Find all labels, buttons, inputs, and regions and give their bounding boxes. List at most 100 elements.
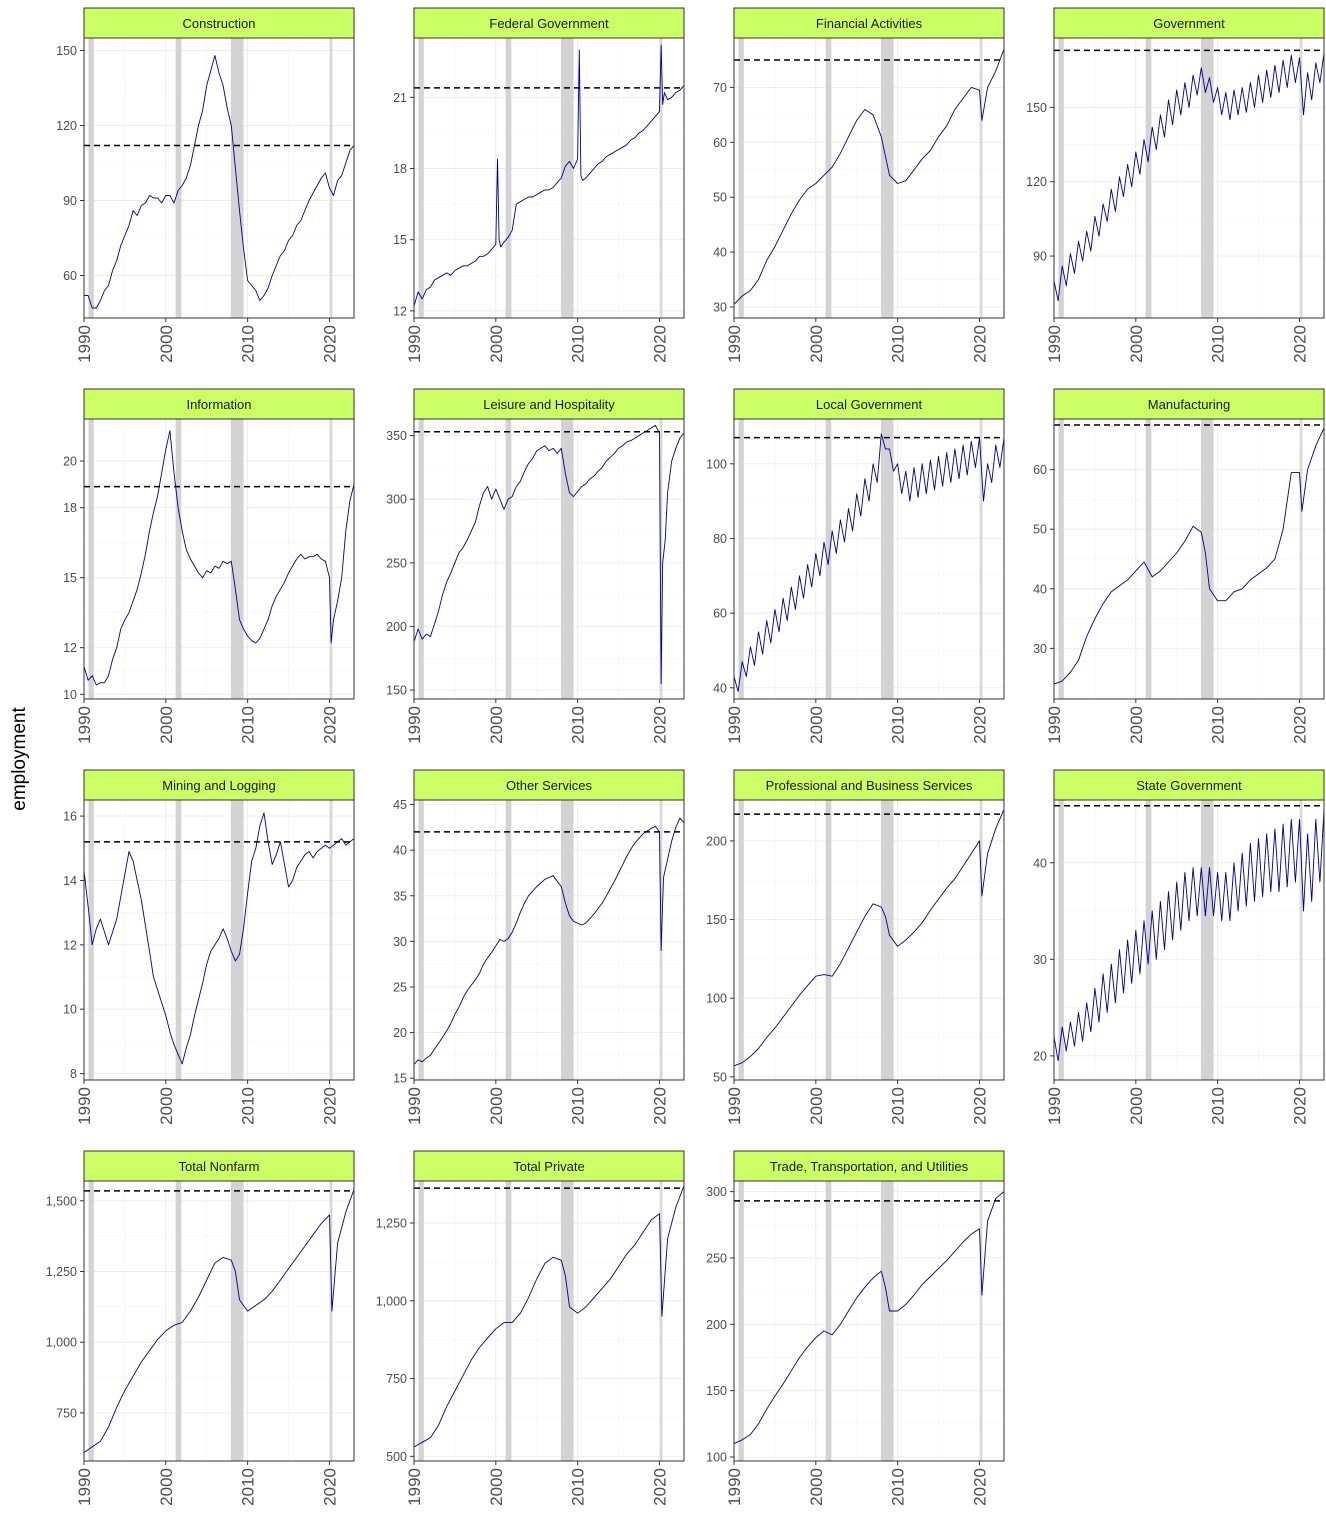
recession-band <box>330 1181 333 1461</box>
y-tick-label: 45 <box>393 798 407 812</box>
x-tick-label: 2000 <box>1127 1087 1146 1125</box>
recession-band <box>1145 419 1152 699</box>
y-tick-label: 30 <box>1033 642 1047 656</box>
plot-background <box>84 800 354 1080</box>
facet-panel: Trade, Transportation, and Utilities 100 1… <box>706 1150 1005 1506</box>
recession-band <box>175 38 182 318</box>
recession-band <box>560 419 574 699</box>
facet-title: Mining and Logging <box>162 778 275 793</box>
employment-line <box>733 1191 1005 1445</box>
x-tick-label: 2000 <box>487 706 506 744</box>
facet-panel: Mining and Logging 8 10 12 14 16 1990 2000 2010 2… <box>63 769 355 1125</box>
x-tick-label: 1990 <box>75 1087 94 1125</box>
recession-band <box>88 1181 94 1461</box>
recession-band <box>505 419 512 699</box>
facet-panel: Manufacturing 30 40 50 60 1990 2000 2010 2020 <box>1033 388 1325 744</box>
x-tick-label: 1990 <box>405 1468 424 1506</box>
y-tick-label: 10 <box>63 688 77 702</box>
panel-border <box>83 799 355 1081</box>
x-tick-label: 2000 <box>807 325 826 363</box>
panel-border <box>733 799 1005 1081</box>
y-tick-label: 1,250 <box>46 1265 77 1279</box>
plot-background <box>414 800 684 1080</box>
facet-panel: Federal Government 12 15 18 21 1990 2000 2010 20… <box>393 7 685 363</box>
plot-background <box>84 38 354 318</box>
recession-band <box>175 800 182 1080</box>
plot-background <box>1054 38 1324 318</box>
recession-band <box>1200 800 1214 1080</box>
x-tick-label: 2020 <box>321 1087 340 1125</box>
y-tick-label: 30 <box>393 935 407 949</box>
y-tick-label: 150 <box>706 913 727 927</box>
recession-band <box>88 419 94 699</box>
facet-panel: Total Nonfarm 750 1,000 1,250 1,500 1990 2000 2… <box>46 1150 355 1506</box>
y-tick-label: 250 <box>706 1251 727 1265</box>
recession-band <box>560 38 574 318</box>
y-tick-label: 18 <box>63 501 77 515</box>
panel-border <box>83 37 355 319</box>
facet-strip <box>1053 769 1325 801</box>
facet-title: Total Nonfarm <box>179 1159 260 1174</box>
recession-band <box>880 800 894 1080</box>
recession-band <box>418 38 424 318</box>
panel-border <box>733 1180 1005 1462</box>
panel-border <box>83 418 355 700</box>
x-tick-label: 2010 <box>239 325 258 363</box>
recession-band <box>1300 800 1303 1080</box>
facet-title: Construction <box>183 16 256 31</box>
panel-border <box>1053 418 1325 700</box>
x-tick-label: 2010 <box>889 1468 908 1506</box>
employment-line <box>1053 427 1325 685</box>
y-tick-label: 150 <box>1026 101 1047 115</box>
y-tick-label: 120 <box>56 119 77 133</box>
y-tick-label: 25 <box>393 980 407 994</box>
x-tick-label: 2010 <box>569 1468 588 1506</box>
y-tick-label: 20 <box>393 1026 407 1040</box>
y-tick-label: 100 <box>706 992 727 1006</box>
recession-band <box>738 1181 744 1461</box>
recession-band <box>660 419 663 699</box>
x-tick-label: 2010 <box>569 1087 588 1125</box>
y-tick-label: 40 <box>393 844 407 858</box>
y-tick-label: 10 <box>63 1003 77 1017</box>
y-tick-label: 200 <box>386 620 407 634</box>
recession-band <box>230 419 244 699</box>
panel-border <box>83 1180 355 1462</box>
y-tick-label: 200 <box>706 834 727 848</box>
employment-line <box>413 817 685 1065</box>
x-tick-label: 2020 <box>651 706 670 744</box>
employment-line <box>733 48 1005 305</box>
plot-background <box>414 38 684 318</box>
x-tick-label: 2010 <box>1209 706 1228 744</box>
y-tick-label: 16 <box>63 810 77 824</box>
recession-band <box>980 800 983 1080</box>
x-tick-label: 2020 <box>1291 706 1310 744</box>
x-tick-label: 2000 <box>157 706 176 744</box>
x-tick-label: 2000 <box>1127 325 1146 363</box>
y-tick-label: 50 <box>713 191 727 205</box>
facet-strip <box>413 7 685 39</box>
x-tick-label: 1990 <box>405 706 424 744</box>
y-tick-label: 500 <box>386 1450 407 1464</box>
facet-strip <box>83 388 355 420</box>
y-tick-label: 1,000 <box>46 1336 77 1350</box>
y-tick-label: 200 <box>706 1318 727 1332</box>
employment-line <box>413 1185 685 1448</box>
x-tick-label: 1990 <box>75 706 94 744</box>
x-tick-label: 2020 <box>971 325 990 363</box>
recession-band <box>175 419 182 699</box>
recession-band <box>880 419 894 699</box>
employment-line <box>413 44 685 307</box>
recession-band <box>1300 38 1303 318</box>
y-tick-label: 12 <box>393 304 407 318</box>
x-tick-label: 2010 <box>239 1468 258 1506</box>
plot-background <box>84 419 354 699</box>
panel-border <box>733 37 1005 319</box>
recession-band <box>418 1181 424 1461</box>
y-tick-label: 100 <box>706 1451 727 1465</box>
y-tick-label: 60 <box>713 607 727 621</box>
y-tick-label: 1,250 <box>376 1217 407 1231</box>
recession-band <box>880 38 894 318</box>
recession-band <box>560 1181 574 1461</box>
